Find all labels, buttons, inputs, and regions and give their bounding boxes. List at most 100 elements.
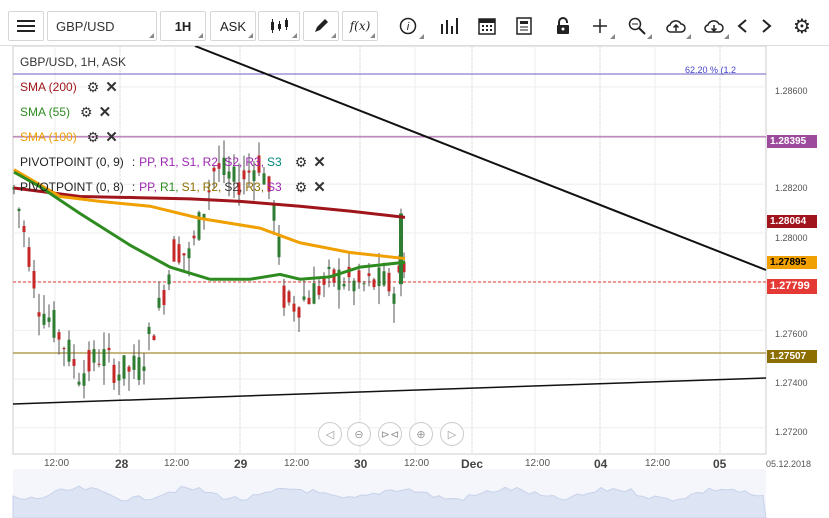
sma55-line	[13, 170, 406, 281]
prev-icon: ◁	[325, 428, 335, 441]
price-chart[interactable]	[0, 46, 829, 518]
cloud-upload-icon	[666, 20, 686, 33]
pivot-level-label: R2,	[202, 180, 222, 194]
candle-body	[122, 355, 126, 379]
close-icon[interactable]: ✕	[313, 179, 326, 196]
load-button[interactable]	[697, 11, 731, 41]
calendar-button[interactable]	[470, 11, 504, 41]
price-tag: 1.27799	[767, 279, 817, 294]
menu-button[interactable]	[8, 11, 44, 41]
candle-body	[162, 290, 166, 306]
price-axis-label: 1.27600	[775, 329, 808, 339]
save-button[interactable]	[659, 11, 693, 41]
candle-body	[27, 247, 31, 267]
candle-body	[237, 182, 241, 195]
zoom-out-button[interactable]: ⊖	[347, 422, 371, 446]
close-icon[interactable]: ✕	[313, 154, 326, 171]
price-type-selector[interactable]: ASK	[210, 11, 256, 41]
candle-body	[307, 297, 311, 305]
candle-body	[207, 190, 211, 193]
candle-body	[17, 208, 21, 212]
time-axis-label: 12:00	[525, 458, 551, 469]
crosshair-button[interactable]	[583, 11, 617, 41]
zoom-out-icon: ⊖	[354, 428, 364, 441]
candle-body	[142, 366, 146, 371]
pivot-level-label: S2,	[224, 180, 243, 194]
cloud-download-icon	[704, 20, 724, 33]
pivot-level-label: R1,	[159, 155, 179, 169]
navigator-series	[12, 485, 767, 518]
symbol-label: GBP/USD	[56, 19, 115, 34]
candle-body	[167, 274, 171, 285]
close-icon[interactable]: ✕	[98, 104, 112, 121]
indicator-label: SMA (100)	[20, 130, 77, 144]
draw-button[interactable]	[303, 11, 339, 41]
candle-body	[222, 157, 226, 176]
price-axis-label: 1.27400	[775, 378, 808, 388]
pivot-sep: :	[131, 155, 136, 169]
pivot-name: PIVOTPOINT (0, 9)	[20, 155, 124, 169]
sma200-line	[13, 186, 406, 219]
pivot-level-label: R2,	[202, 155, 222, 169]
chart-title: GBP/USD, 1H, ASK	[20, 55, 127, 69]
candle-body	[62, 348, 66, 350]
candle-body	[102, 349, 106, 366]
gear-icon[interactable]: ⚙	[294, 153, 308, 170]
lock-button[interactable]	[546, 11, 580, 41]
timeframe-selector[interactable]: 1H	[160, 11, 206, 41]
svg-text:i: i	[407, 21, 410, 33]
chart-type-button[interactable]	[258, 11, 300, 41]
pivot-level-label: R3,	[245, 180, 265, 194]
candle-body	[342, 283, 346, 287]
nav-prev-button[interactable]: ◁	[318, 422, 342, 446]
candlestick-icon	[271, 18, 288, 33]
candle-body	[212, 167, 216, 172]
scroll-right-button[interactable]	[756, 11, 778, 41]
time-axis-label: 12:00	[404, 458, 430, 469]
bar-chart-icon	[441, 18, 458, 34]
zoom-in-button[interactable]: ⊕	[409, 422, 433, 446]
time-axis-label: 12:00	[164, 458, 190, 469]
indicators-button[interactable]: f(x)	[342, 11, 378, 41]
zoom-button[interactable]	[620, 11, 654, 41]
candle-body	[37, 312, 41, 317]
gear-icon[interactable]: ⚙	[80, 103, 93, 120]
candle-body	[177, 244, 181, 263]
scroll-left-button[interactable]	[731, 11, 753, 41]
close-icon[interactable]: ✕	[105, 129, 118, 146]
candle-body	[247, 170, 251, 173]
candle-body	[392, 293, 396, 304]
symbol-selector[interactable]: GBP/USD	[47, 11, 157, 41]
candle-body	[387, 272, 391, 292]
gear-icon[interactable]: ⚙	[294, 178, 308, 195]
info-button[interactable]: i	[390, 11, 426, 41]
settings-button[interactable]: ⚙	[789, 11, 815, 41]
volume-button[interactable]	[431, 11, 467, 41]
pivot-level-label: S2,	[224, 155, 243, 169]
pivot-level-label: R1,	[159, 180, 179, 194]
candle-body	[32, 270, 36, 289]
indicator-row-sma100: SMA (100) ⚙ ✕	[20, 128, 118, 147]
zoom-icon	[628, 17, 646, 35]
pivot-level-label: R3,	[245, 155, 265, 169]
candle-body	[377, 267, 381, 287]
candle-body	[372, 279, 376, 288]
candle-body	[67, 339, 71, 362]
calendar-icon	[478, 18, 496, 35]
candle-body	[272, 204, 276, 221]
fit-button[interactable]: ⊳⊲	[378, 422, 402, 446]
news-button[interactable]	[507, 11, 541, 41]
gear-icon[interactable]: ⚙	[86, 128, 100, 145]
nav-next-button[interactable]: ▷	[440, 422, 464, 446]
close-icon[interactable]: ✕	[105, 79, 118, 96]
candle-body	[152, 335, 156, 341]
candle-body	[77, 381, 81, 385]
gear-icon[interactable]: ⚙	[86, 78, 100, 95]
trend-line-lower	[12, 377, 767, 405]
time-axis-label: 05	[713, 457, 727, 471]
price-tag: 1.27895	[767, 256, 817, 269]
candle-body	[362, 283, 366, 285]
candle-body	[352, 280, 356, 292]
candle-body	[97, 363, 101, 365]
candle-body	[187, 248, 191, 259]
